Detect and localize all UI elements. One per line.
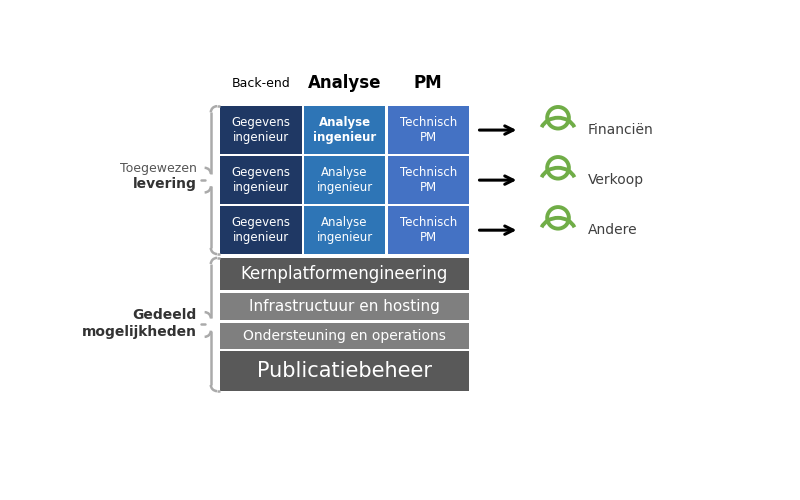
Text: Analyse
ingenieur: Analyse ingenieur (316, 216, 373, 244)
Text: Kernplatformengineering: Kernplatformengineering (241, 265, 448, 283)
FancyBboxPatch shape (220, 106, 302, 154)
Text: Verkoop: Verkoop (587, 173, 643, 187)
FancyBboxPatch shape (220, 351, 469, 391)
Text: Infrastructuur en hosting: Infrastructuur en hosting (249, 299, 440, 314)
Text: Andere: Andere (587, 223, 637, 237)
FancyBboxPatch shape (220, 322, 469, 349)
FancyBboxPatch shape (304, 106, 386, 154)
Text: Analyse
ingenieur: Analyse ingenieur (313, 116, 376, 144)
Text: Analyse
ingenieur: Analyse ingenieur (316, 166, 373, 194)
FancyBboxPatch shape (387, 206, 469, 254)
FancyBboxPatch shape (304, 206, 386, 254)
Text: Financiën: Financiën (587, 123, 654, 137)
Text: Ondersteuning en operations: Ondersteuning en operations (243, 328, 446, 342)
FancyBboxPatch shape (220, 292, 469, 320)
Text: Technisch
PM: Technisch PM (399, 216, 457, 244)
Text: Gegevens
ingenieur: Gegevens ingenieur (231, 166, 290, 194)
Text: Back-end: Back-end (231, 76, 290, 90)
Text: Gedeeld: Gedeeld (133, 308, 197, 322)
FancyBboxPatch shape (387, 156, 469, 204)
FancyBboxPatch shape (387, 106, 469, 154)
Text: Gegevens
ingenieur: Gegevens ingenieur (231, 116, 290, 144)
FancyBboxPatch shape (220, 206, 302, 254)
Text: Toegewezen: Toegewezen (120, 162, 197, 175)
FancyBboxPatch shape (220, 258, 469, 290)
Text: Publicatiebeheer: Publicatiebeheer (257, 361, 432, 381)
Text: PM: PM (414, 74, 442, 92)
Text: Analyse: Analyse (308, 74, 382, 92)
FancyBboxPatch shape (304, 156, 386, 204)
Text: mogelijkheden: mogelijkheden (82, 325, 197, 339)
Text: Technisch
PM: Technisch PM (399, 116, 457, 144)
Text: Technisch
PM: Technisch PM (399, 166, 457, 194)
FancyBboxPatch shape (220, 156, 302, 204)
Text: Gegevens
ingenieur: Gegevens ingenieur (231, 216, 290, 244)
Text: levering: levering (133, 177, 197, 191)
